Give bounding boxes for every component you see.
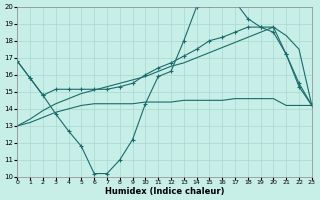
X-axis label: Humidex (Indice chaleur): Humidex (Indice chaleur) [105, 187, 224, 196]
